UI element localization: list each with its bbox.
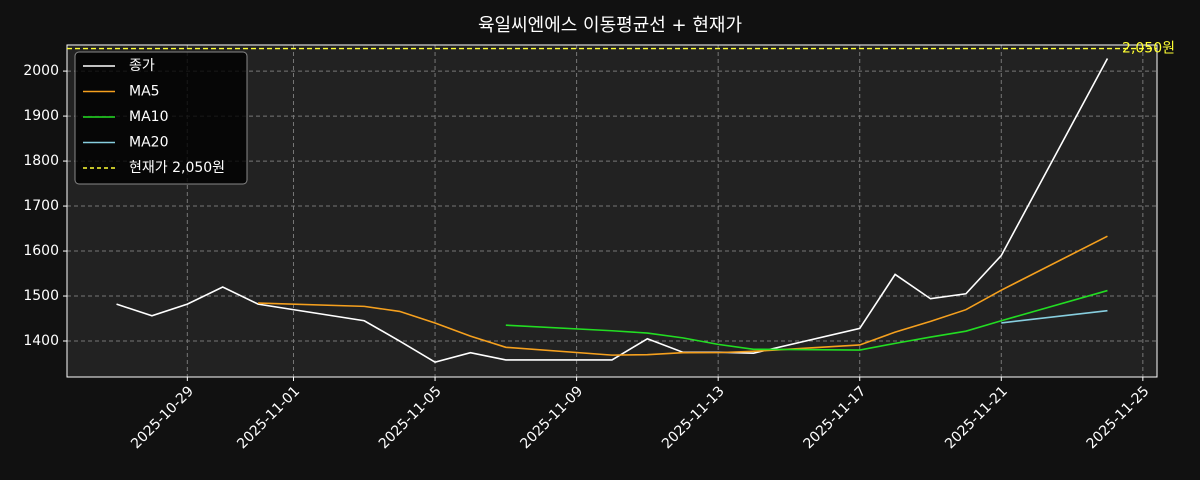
series-line bbox=[1001, 309, 1108, 324]
legend-label: MA20 bbox=[129, 135, 168, 151]
y-tick-label: 1600 bbox=[23, 243, 59, 259]
y-tick-label: 1700 bbox=[23, 198, 59, 214]
y-tick-label: 1400 bbox=[23, 333, 59, 349]
y-tick-label: 1500 bbox=[23, 288, 59, 304]
y-tick-label: 2000 bbox=[23, 63, 59, 79]
series-line bbox=[505, 289, 1108, 351]
chart-title: 육일씨엔에스 이동평균선 + 현재가 bbox=[478, 15, 742, 36]
y-tick-label: 1900 bbox=[23, 108, 59, 124]
plot-area bbox=[67, 45, 1157, 377]
legend-label: MA5 bbox=[129, 84, 160, 100]
legend-box bbox=[74, 51, 248, 185]
legend-label: MA10 bbox=[129, 109, 168, 125]
legend-label: 현재가 2,050원 bbox=[129, 160, 225, 176]
plot-frame bbox=[66, 44, 1158, 378]
legend-label: 종가 bbox=[129, 58, 155, 74]
y-tick-label: 1800 bbox=[23, 153, 59, 169]
series-line bbox=[258, 235, 1108, 356]
series-line bbox=[116, 58, 1109, 364]
reference-label: 2,050원 bbox=[1122, 41, 1175, 57]
